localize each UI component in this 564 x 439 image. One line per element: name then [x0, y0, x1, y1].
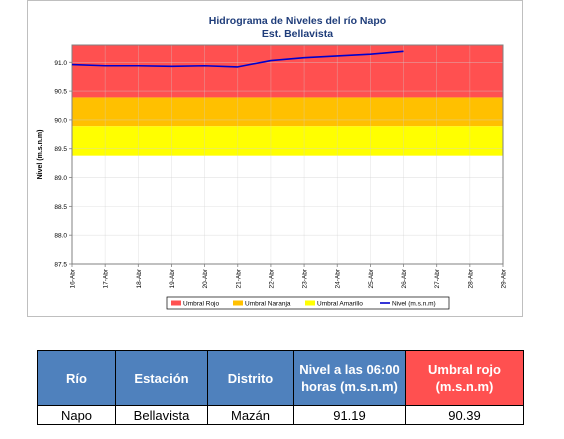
y-tick-label: 91.0 — [54, 60, 67, 67]
chart-title: Hidrograma de Niveles del río Napo — [209, 15, 386, 27]
y-tick-label: 88.0 — [54, 233, 67, 240]
x-tick-label: 25-Abr — [368, 268, 375, 288]
threshold-band-0 — [72, 45, 503, 98]
x-tick-label: 17-Abr — [103, 268, 110, 288]
x-tick-label: 20-Abr — [202, 268, 209, 288]
header-distrito: Distrito — [207, 350, 294, 406]
plot-border — [71, 44, 504, 265]
x-tick-label: 29-Abr — [501, 268, 508, 288]
chart-subtitle: Est. Bellavista — [262, 28, 333, 40]
x-tick-label: 28-Abr — [467, 268, 474, 288]
y-tick-label: 89.0 — [54, 175, 67, 182]
header-rio: Río — [37, 350, 116, 406]
cell-distrito: Mazán — [207, 405, 294, 425]
x-tick-label: 23-Abr — [302, 268, 309, 288]
y-tick-label: 90.5 — [54, 89, 67, 96]
x-tick-label: 16-Abr — [70, 268, 77, 288]
header-umbral-rojo: Umbral rojo (m.s.n.m) — [405, 350, 524, 406]
y-tick-label: 89.5 — [54, 146, 67, 153]
x-tick-label: 26-Abr — [401, 268, 408, 288]
y-tick-label: 88.5 — [54, 204, 67, 211]
legend-swatch-1 — [233, 300, 243, 306]
table-header-row: Río Estación Distrito Nivel a las 06:00 … — [37, 350, 524, 406]
x-tick-label: 21-Abr — [235, 268, 242, 288]
threshold-band-1 — [72, 97, 503, 127]
x-tick-label: 19-Abr — [169, 268, 176, 288]
y-tick-label: 90.0 — [54, 117, 67, 124]
table-row: Napo Bellavista Mazán 91.19 90.39 — [37, 405, 524, 425]
x-tick-label: 24-Abr — [335, 268, 342, 288]
legend-label-0: Umbral Rojo — [183, 300, 220, 307]
legend-label-1: Umbral Naranja — [245, 300, 291, 307]
header-nivel: Nivel a las 06:00 horas (m.s.n.m) — [293, 350, 406, 406]
legend-swatch-2 — [305, 300, 315, 306]
y-axis-label: Nivel (m.s.n.m) — [37, 130, 44, 180]
legend-label-2: Umbral Amarillo — [317, 300, 363, 307]
x-tick-label: 22-Abr — [268, 268, 275, 288]
chart-frame: Hidrograma de Niveles del río Napo Est. B… — [27, 0, 523, 317]
cell-rio: Napo — [37, 405, 116, 425]
x-tick-label: 27-Abr — [434, 268, 441, 288]
cell-estacion: Bellavista — [115, 405, 208, 425]
summary-table: Río Estación Distrito Nivel a las 06:00 … — [37, 350, 524, 425]
y-tick-label: 87.5 — [54, 262, 67, 269]
header-estacion: Estación — [115, 350, 208, 406]
legend-label-3: Nivel (m.s.n.m) — [392, 300, 436, 307]
cell-umbral-rojo: 90.39 — [405, 405, 524, 425]
cell-nivel: 91.19 — [293, 405, 406, 425]
threshold-band-2 — [72, 126, 503, 156]
x-tick-label: 18-Abr — [136, 268, 143, 288]
legend-swatch-0 — [171, 300, 181, 306]
